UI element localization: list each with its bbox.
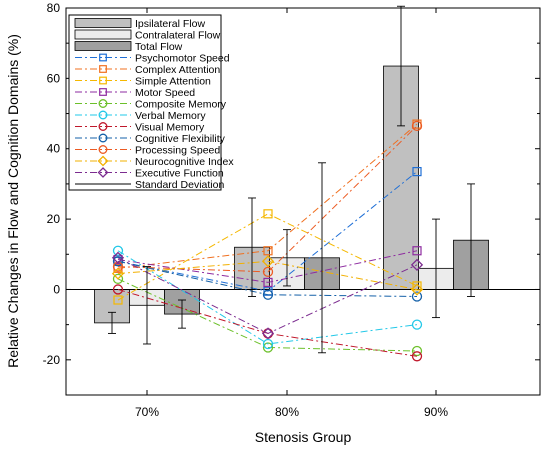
y-tick-label: 40 bbox=[47, 142, 61, 156]
point bbox=[98, 122, 108, 131]
point bbox=[411, 319, 423, 330]
point bbox=[412, 166, 422, 177]
point bbox=[411, 120, 423, 132]
point bbox=[99, 88, 107, 96]
point bbox=[98, 110, 108, 120]
series-line bbox=[117, 257, 418, 334]
legend-label: Executive Function bbox=[135, 167, 224, 179]
x-tick-label: 70% bbox=[135, 405, 159, 419]
y-axis-title: Relative Changes in Flow and Cognition D… bbox=[5, 34, 21, 368]
point bbox=[411, 345, 423, 357]
y-tick-label: 0 bbox=[53, 282, 60, 296]
point bbox=[410, 283, 424, 296]
point bbox=[261, 255, 275, 268]
point bbox=[99, 65, 107, 73]
series-line bbox=[117, 171, 418, 292]
legend-label: Visual Memory bbox=[135, 121, 205, 133]
point bbox=[411, 291, 423, 302]
point bbox=[412, 246, 422, 256]
legend-label: Contralateral Flow bbox=[135, 29, 221, 41]
legend-label: Total Flow bbox=[135, 41, 183, 53]
legend-label: Motor Speed bbox=[135, 87, 195, 99]
point bbox=[99, 76, 107, 85]
legend-label: Composite Memory bbox=[135, 98, 227, 110]
series-line bbox=[117, 260, 418, 297]
point bbox=[112, 256, 124, 267]
y-tick-label: -20 bbox=[43, 353, 61, 367]
legend-label: Neurocognitive Index bbox=[135, 156, 234, 168]
legend-swatch bbox=[74, 29, 132, 40]
point bbox=[262, 342, 274, 353]
point bbox=[98, 99, 108, 108]
x-axis-title: Stenosis Group bbox=[255, 429, 352, 445]
y-tick-label: 60 bbox=[47, 71, 61, 85]
series-line bbox=[117, 260, 418, 290]
series-line bbox=[117, 125, 418, 273]
point bbox=[261, 327, 275, 340]
point bbox=[113, 295, 123, 305]
errorbars-layer bbox=[108, 5, 475, 354]
legend-swatch bbox=[74, 41, 132, 51]
plot-frame bbox=[65, 7, 541, 396]
series-line bbox=[117, 250, 418, 283]
legend-label: Processing Speed bbox=[135, 144, 220, 156]
x-axis: 70% 80% 90% bbox=[135, 8, 448, 419]
y-tick-label: 80 bbox=[47, 1, 61, 15]
x-tick-label: 90% bbox=[424, 405, 448, 419]
point bbox=[411, 351, 423, 362]
legend-label: Verbal Memory bbox=[135, 110, 206, 122]
point bbox=[263, 246, 273, 256]
point bbox=[263, 209, 273, 219]
legend-label: Simple Attention bbox=[135, 75, 211, 87]
legend-label: Cognitive Flexibility bbox=[135, 133, 226, 145]
point bbox=[111, 267, 125, 280]
point bbox=[97, 155, 109, 167]
legend-label: Complex Attention bbox=[135, 64, 220, 76]
x-tick-label: 80% bbox=[275, 405, 299, 419]
point bbox=[98, 145, 108, 154]
point bbox=[412, 281, 422, 291]
point bbox=[112, 273, 124, 285]
point bbox=[112, 245, 124, 256]
point bbox=[99, 53, 107, 62]
point bbox=[111, 251, 125, 264]
legend-label: Ipsilateral Flow bbox=[135, 18, 205, 30]
lines-layer bbox=[111, 119, 424, 362]
point bbox=[97, 167, 109, 178]
point bbox=[98, 133, 108, 143]
legend-label: Psychomotor Speed bbox=[135, 52, 230, 64]
series-line bbox=[117, 123, 418, 269]
point bbox=[112, 284, 124, 295]
legend-label: Standard Deviation bbox=[135, 179, 224, 191]
series-line bbox=[117, 250, 418, 345]
point bbox=[262, 289, 274, 300]
y-tick-label: 20 bbox=[47, 212, 61, 226]
y-axis: -20 0 20 40 60 80 bbox=[43, 1, 540, 396]
point bbox=[410, 258, 424, 271]
legend-swatch bbox=[74, 18, 132, 28]
point bbox=[263, 277, 273, 288]
